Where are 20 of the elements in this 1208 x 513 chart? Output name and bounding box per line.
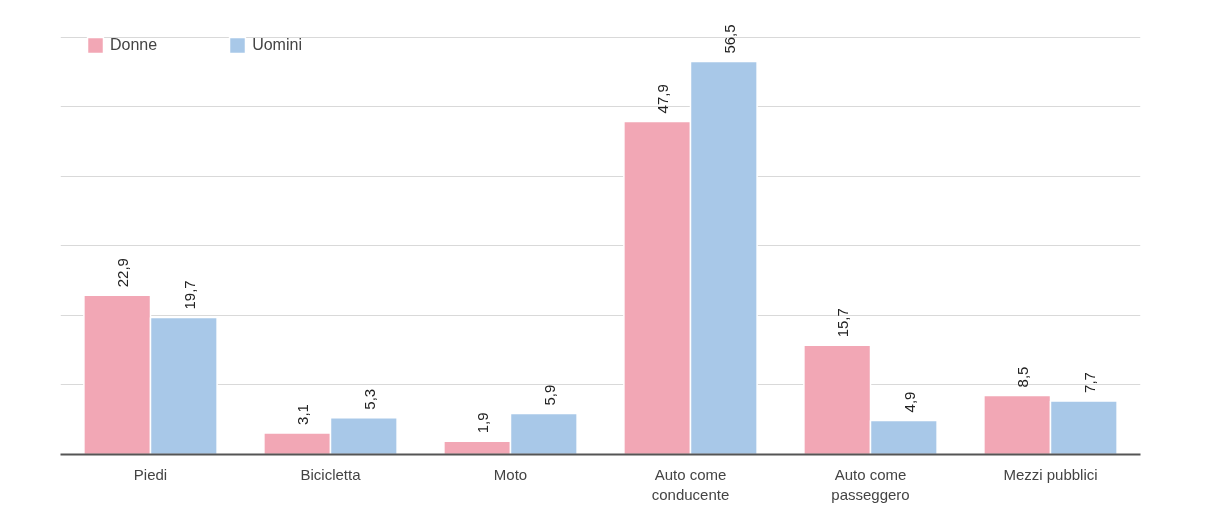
x-tick-label: Mezzi pubblici [1003, 465, 1098, 483]
data-label: 5,3 [360, 388, 378, 410]
data-label: 56,5 [720, 24, 738, 54]
data-label: 5,9 [540, 384, 558, 406]
x-tick-label: Bicicletta [300, 465, 362, 483]
legend-label: Donne [110, 36, 158, 54]
data-label: 4,9 [900, 391, 918, 413]
data-label: 8,5 [1014, 366, 1032, 388]
x-tick-label: Piedi [133, 465, 168, 483]
x-tick-label: Auto come passeggero [831, 465, 910, 503]
x-tick-label: Moto [493, 465, 528, 483]
data-label: 3,1 [294, 404, 312, 425]
data-label: 15,7 [834, 308, 852, 338]
data-label: 7,7 [1080, 372, 1098, 393]
data-label: 47,9 [654, 84, 672, 114]
legend-label: Uomini [252, 36, 302, 54]
data-label: 19,7 [180, 280, 198, 310]
data-label: 22,9 [114, 258, 132, 288]
x-tick-label: Auto come conducente [651, 465, 730, 503]
data-label: 1,9 [474, 412, 492, 434]
